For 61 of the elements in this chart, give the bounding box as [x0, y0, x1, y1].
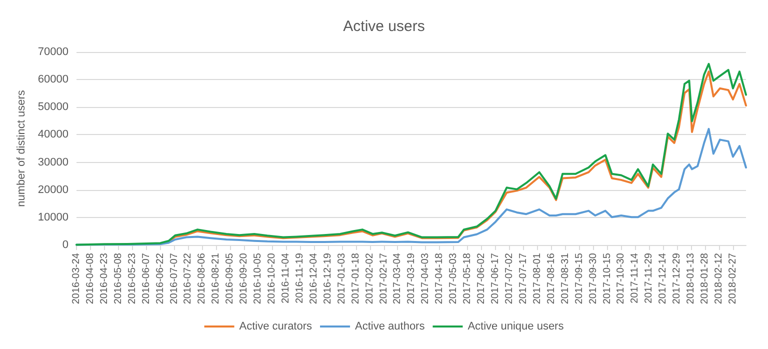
y-tick-label: 70000: [38, 46, 68, 58]
x-tick-label: 2017-01-03: [336, 252, 348, 304]
y-axis-title: number of distinct users: [16, 90, 28, 207]
y-tick-label: 0: [62, 239, 68, 251]
x-tick-label: 2017-08-01: [532, 252, 543, 304]
x-tick-label: 2017-08-16: [546, 252, 557, 304]
x-tick-label: 2017-03-19: [406, 252, 418, 304]
y-tick-label: 40000: [38, 128, 68, 141]
x-tick-label: 2016-08-06: [196, 252, 208, 304]
y-tick-label: 20000: [38, 184, 68, 196]
x-tick-label: 2017-09-15: [574, 252, 585, 304]
x-tick-label: 2016-05-23: [126, 252, 138, 304]
x-tick-label: 2017-12-29: [672, 252, 683, 304]
x-tick-label: 2017-09-30: [588, 252, 599, 304]
x-tick-label: 2017-07-02: [504, 252, 515, 304]
x-tick-label: 2018-02-27: [727, 252, 738, 304]
x-tick-label: 2018-02-12: [713, 252, 724, 304]
x-tick-label: 2016-10-05: [252, 252, 264, 304]
x-tick-label: 2016-09-05: [224, 252, 236, 304]
x-tick-label: 2016-05-08: [112, 252, 124, 304]
x-tick-label: 2018-01-28: [700, 252, 711, 304]
x-tick-label: 2016-10-20: [266, 252, 278, 304]
y-tick-label: 30000: [38, 156, 68, 168]
x-tick-label: 2017-08-31: [560, 252, 571, 304]
x-tick-label: 2017-04-18: [434, 252, 446, 304]
x-tick-label: 2017-12-14: [658, 252, 669, 304]
x-tick-label: 2016-04-08: [84, 252, 96, 304]
x-tick-label: 2017-11-14: [630, 252, 641, 304]
chart-title: Active users: [343, 18, 425, 35]
x-tick-label: 2016-06-22: [154, 252, 166, 304]
x-tick-label: 2017-01-18: [350, 252, 362, 304]
x-tick-label: 2016-09-20: [238, 252, 250, 304]
x-tick-label: 2016-11-04: [280, 252, 292, 304]
x-tick-label: 2016-06-07: [140, 252, 152, 304]
x-tick-label: 2017-05-18: [462, 252, 474, 304]
x-tick-label: 2017-06-02: [476, 252, 488, 304]
y-tick-label: 10000: [38, 211, 68, 224]
x-tick-label: 2016-07-22: [182, 252, 194, 304]
legend-label: Active unique users: [468, 320, 564, 332]
x-tick-label: 2016-12-19: [322, 252, 334, 304]
x-tick-label: 2017-11-29: [644, 252, 655, 304]
x-tick-label: 2017-02-17: [378, 252, 390, 304]
legend-label: Active authors: [355, 320, 426, 332]
x-tick-label: 2016-03-24: [70, 252, 82, 304]
x-tick-label: 2017-07-17: [518, 252, 529, 304]
x-tick-label: 2016-08-21: [210, 252, 222, 304]
x-tick-label: 2017-04-03: [420, 252, 432, 304]
x-tick-label: 2017-06-17: [490, 252, 502, 304]
y-tick-label: 60000: [38, 74, 68, 86]
x-tick-label: 2016-07-07: [168, 252, 180, 304]
legend-label: Active curators: [239, 320, 313, 332]
x-tick-label: 2016-04-23: [98, 252, 110, 304]
x-tick-label: 2018-01-13: [686, 252, 697, 304]
y-tick-label: 50000: [38, 101, 68, 114]
x-tick-label: 2017-02-02: [364, 252, 376, 304]
x-tick-label: 2017-10-15: [602, 252, 613, 304]
x-tick-label: 2017-05-03: [448, 252, 460, 304]
x-tick-label: 2017-03-04: [392, 252, 404, 304]
x-tick-label: 2016-12-04: [308, 252, 320, 304]
x-tick-label: 2017-10-30: [616, 252, 627, 304]
x-tick-label: 2016-11-19: [294, 252, 306, 304]
